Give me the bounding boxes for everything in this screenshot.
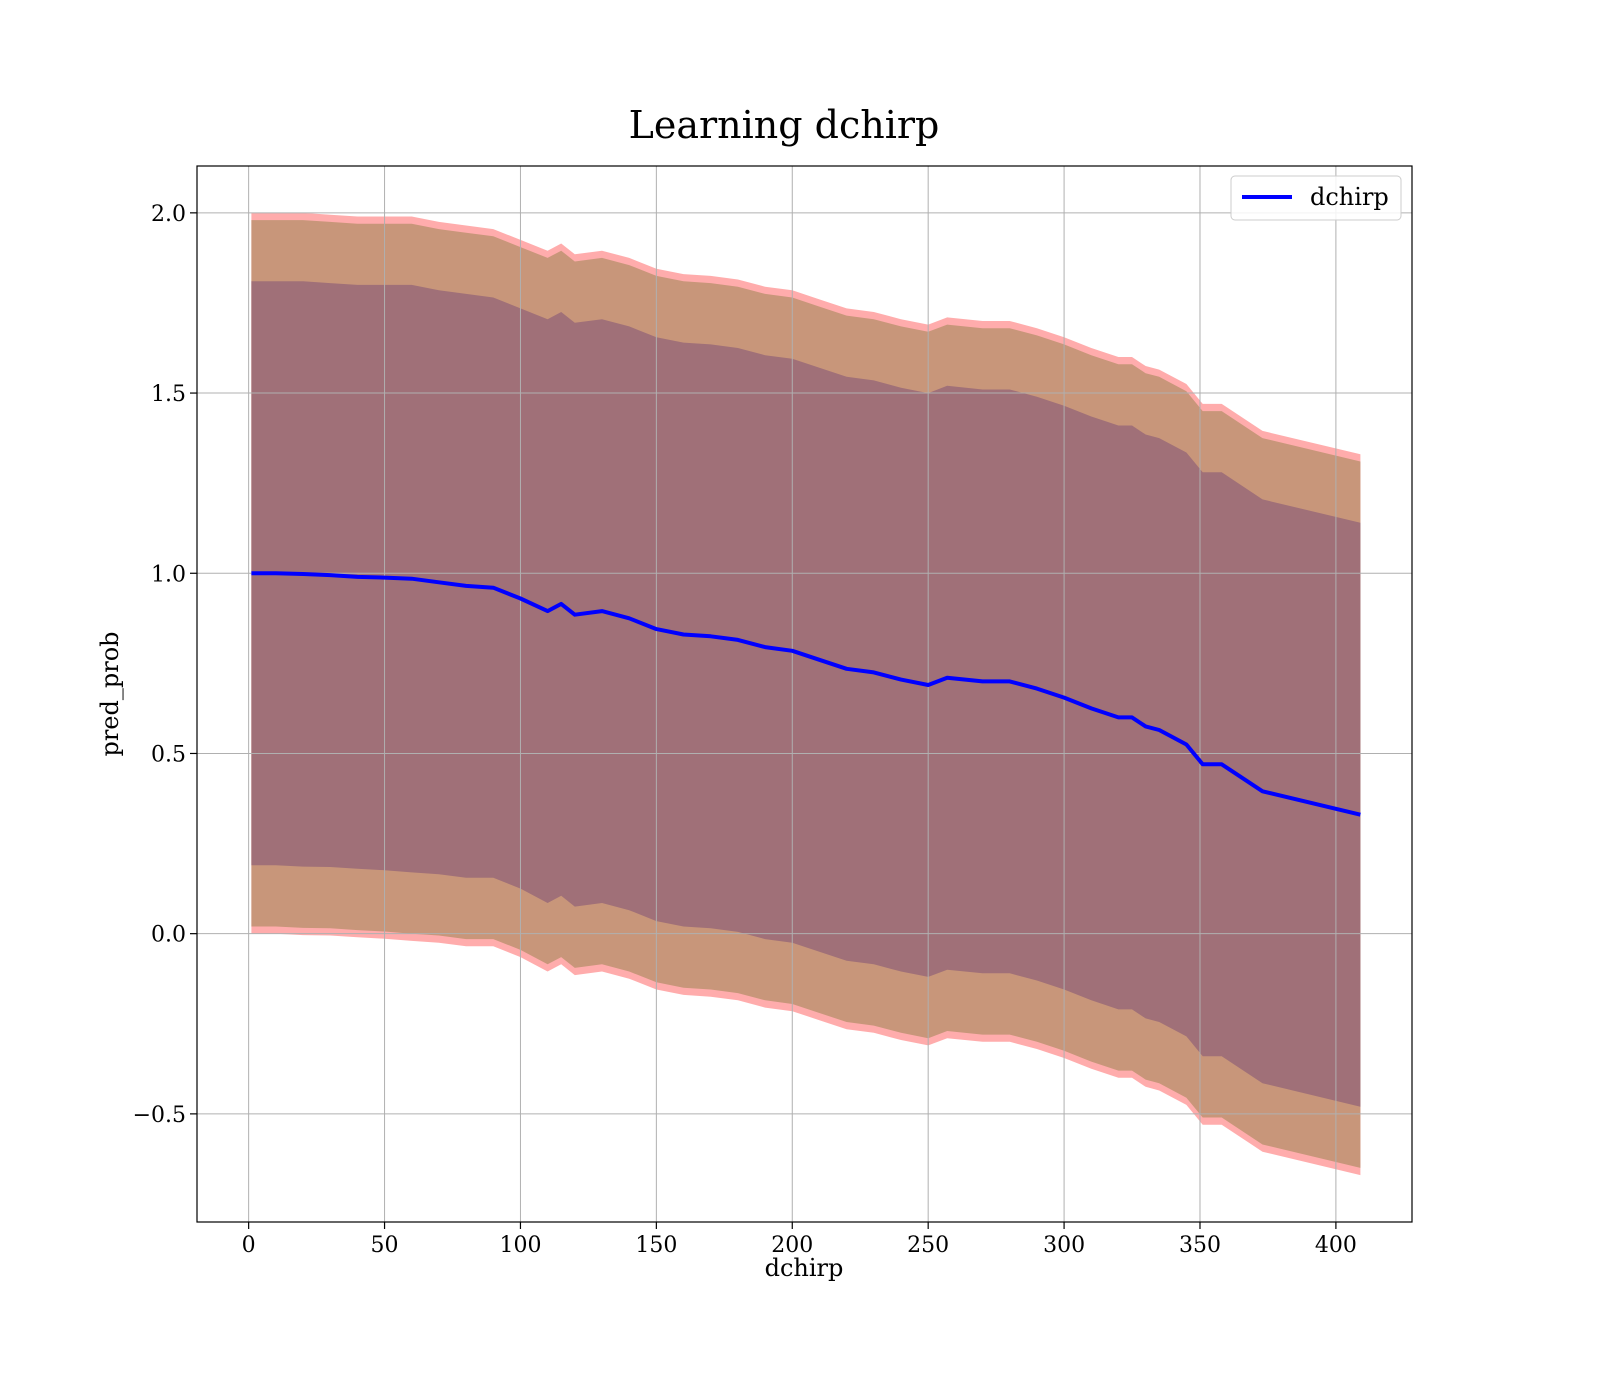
x-tick-label: 50 bbox=[371, 1233, 399, 1258]
plot-frame bbox=[196, 165, 1413, 1223]
x-tick-label: 350 bbox=[1179, 1233, 1221, 1258]
y-axis-label: pred_prob bbox=[96, 631, 124, 756]
x-tick-label: 0 bbox=[242, 1233, 256, 1258]
series-lines bbox=[251, 571, 1361, 817]
legend-entry-dchirp: dchirp bbox=[1310, 183, 1389, 211]
y-tick-label: 1.5 bbox=[151, 382, 186, 407]
x-tick-label: 300 bbox=[1043, 1233, 1085, 1258]
x-axis-ticks: 0 50 100 150 200 250 300 350 400 bbox=[242, 1222, 1357, 1258]
x-tick-label: 150 bbox=[635, 1233, 677, 1258]
confidence-bands bbox=[251, 212, 1361, 1176]
x-tick-label: 200 bbox=[771, 1233, 813, 1258]
y-tick-label: 0.5 bbox=[151, 742, 186, 767]
y-tick-label: −0.5 bbox=[133, 1103, 186, 1128]
y-tick-label: 2.0 bbox=[151, 202, 186, 227]
x-axis-label: dchirp bbox=[765, 1254, 844, 1282]
y-tick-label: 1.0 bbox=[151, 562, 186, 587]
x-tick-label: 250 bbox=[907, 1233, 949, 1258]
chart-title: Learning dchirp bbox=[629, 103, 940, 147]
legend: dchirp bbox=[1230, 175, 1402, 221]
x-tick-label: 400 bbox=[1315, 1233, 1357, 1258]
y-tick-label: 0.0 bbox=[151, 923, 186, 948]
grid-lines bbox=[197, 166, 1412, 1222]
inner-confidence-band bbox=[251, 281, 1361, 1107]
legend-box bbox=[1230, 175, 1402, 221]
x-tick-label: 100 bbox=[499, 1233, 541, 1258]
series-line-dchirp bbox=[251, 571, 1361, 817]
y-axis-ticks: −0.5 0.0 0.5 1.0 1.5 2.0 bbox=[133, 202, 197, 1128]
